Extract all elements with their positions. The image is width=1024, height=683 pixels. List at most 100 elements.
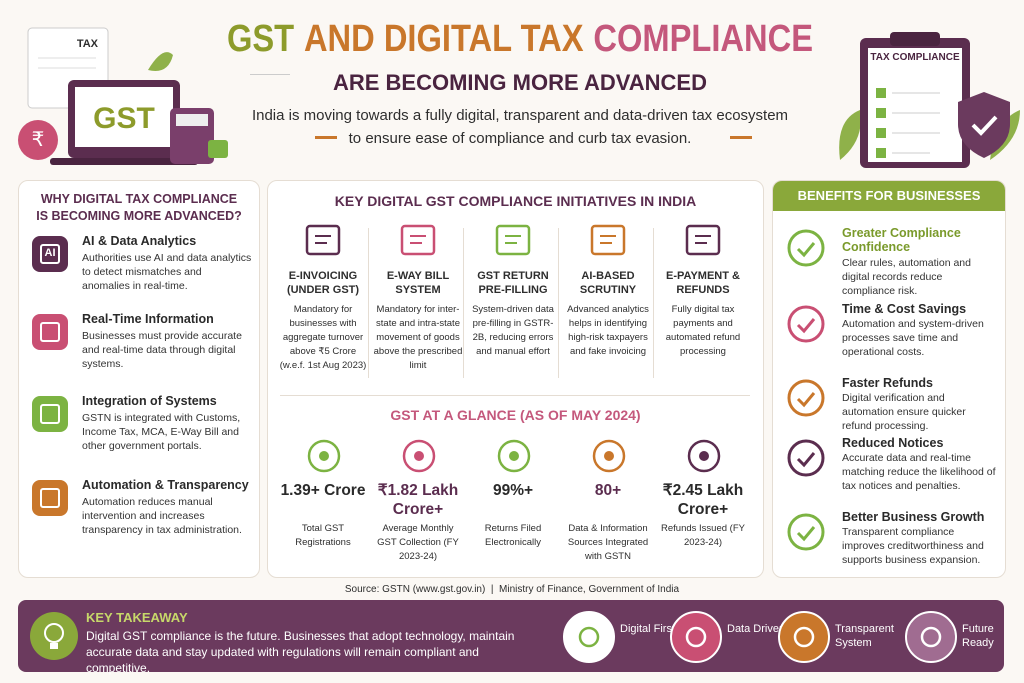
initiative-text: Mandatory for businesses with aggregate … — [279, 304, 367, 371]
stat-value: 99%+ — [492, 482, 534, 499]
initiative-title: AI-BASED SCRUTINY — [579, 270, 637, 296]
takeaway-bar: KEY TAKEAWAY Digital GST compliance is t… — [18, 600, 1004, 675]
benefit-title: Greater Compliance Confidence — [842, 226, 961, 254]
initiative-icon — [588, 222, 628, 262]
stat-value: 1.39+ Crore — [280, 482, 366, 499]
initiative-icon-graphic — [400, 224, 436, 256]
badge-icon-graphic — [778, 611, 830, 663]
item-text: Businesses must provide accurate and rea… — [82, 330, 242, 370]
initiative-title: E-INVOICING (UNDER GST) — [286, 270, 360, 296]
initiative-icon-graphic — [495, 224, 531, 256]
stat-label: Data & Information Sources Integrated wi… — [567, 523, 649, 562]
initiative-text: Advanced analytics helps in identifying … — [567, 304, 649, 357]
rupee-icon: ₹ — [31, 129, 45, 151]
item-text: Authorities use AI and data analytics to… — [82, 252, 252, 292]
stat-icon — [306, 438, 342, 474]
divider — [280, 395, 750, 396]
clipboard-label: TAX COMPLIANCE — [870, 52, 960, 63]
initiative-icon — [493, 222, 533, 262]
stat-icon-graphic — [497, 439, 531, 473]
stat-icon — [591, 438, 627, 474]
badge-icon — [669, 610, 723, 664]
stat-icon — [686, 438, 722, 474]
stat-icon-graphic — [402, 439, 436, 473]
benefit-text: Automation and system-driven processes s… — [842, 318, 984, 358]
source: Source: GSTN (www.gst.gov.in) | Ministry… — [344, 584, 680, 595]
item-title: Real-Time Information — [82, 312, 214, 326]
stat-value: ₹2.45 Lakh Crore+ — [662, 482, 744, 518]
panel-title: WHY DIGITAL TAX COMPLIANCE IS BECOMING M… — [36, 192, 242, 223]
initiative-title: E-WAY BILL SYSTEM — [386, 270, 450, 296]
badge-icon — [904, 610, 958, 664]
badge-icon — [777, 610, 831, 664]
header-illustration-left — [18, 27, 228, 165]
initiative-title: GST RETURN PRE-FILLING — [477, 270, 549, 296]
stat-icon-graphic — [687, 439, 721, 473]
column-divider — [653, 228, 654, 378]
item-icon — [30, 234, 70, 274]
rule — [250, 74, 290, 75]
initiative-text: System-driven data pre-filling in GSTR-2… — [472, 304, 554, 357]
stat-icon — [496, 438, 532, 474]
item-icon — [30, 478, 70, 518]
benefit-title: Time & Cost Savings — [842, 302, 967, 316]
initiative-icon-graphic — [685, 224, 721, 256]
column-divider — [463, 228, 464, 378]
item-icon-graphic — [32, 480, 68, 516]
item-icon — [30, 394, 70, 434]
stat-icon-graphic — [592, 439, 626, 473]
middle-panel: KEY DIGITAL GST COMPLIANCE INITIATIVES I… — [267, 180, 764, 578]
badge-icon-graphic — [905, 611, 957, 663]
benefit-icon-graphic — [787, 439, 825, 477]
item-icon — [30, 312, 70, 352]
title-part: COMPLIANCE — [593, 18, 814, 60]
item-text: GSTN is integrated with Customs, Income … — [82, 412, 241, 452]
benefit-icon-graphic — [787, 229, 825, 267]
title: GST AND DIGITAL TAX COMPLIANCE — [210, 18, 829, 61]
panel-title: KEY DIGITAL GST COMPLIANCE INITIATIVES I… — [334, 193, 697, 209]
benefit-text: Accurate data and real-time matching red… — [842, 452, 996, 492]
benefit-icon-graphic — [787, 305, 825, 343]
benefit-text: Clear rules, automation and digital reco… — [842, 257, 971, 297]
initiative-icon-graphic — [305, 224, 341, 256]
stat-value: ₹1.82 Lakh Crore+ — [377, 482, 459, 518]
benefit-icon — [786, 378, 826, 418]
accent — [730, 136, 752, 139]
benefit-icon — [786, 304, 826, 344]
takeaway-title: KEY TAKEAWAY — [86, 610, 188, 625]
badge-label: Data Driven — [727, 623, 786, 635]
initiative-icon — [303, 222, 343, 262]
item-title: AI & Data Analytics — [82, 234, 197, 248]
stat-icon — [401, 438, 437, 474]
doc-label: TAX — [76, 38, 98, 50]
item-text: Automation reduces manual intervention a… — [82, 496, 242, 536]
benefit-icon — [786, 512, 826, 552]
column-divider — [368, 228, 369, 378]
badge-label: Future Ready — [962, 623, 994, 649]
benefit-icon-graphic — [787, 513, 825, 551]
accent — [315, 136, 337, 139]
panel-title: BENEFITS FOR BUSINESSES — [773, 181, 1005, 211]
screen-label: GST — [93, 102, 155, 135]
item-icon-graphic — [32, 236, 68, 272]
takeaway-text: Digital GST compliance is the future. Bu… — [86, 629, 515, 675]
benefit-text: Transparent compliance improves creditwo… — [842, 526, 984, 566]
right-panel: BENEFITS FOR BUSINESSES — [772, 180, 1006, 578]
stat-label: Average Monthly GST Collection (FY 2023-… — [377, 523, 459, 562]
title-part: GST — [226, 18, 295, 60]
badge-label: Digital First — [620, 623, 676, 635]
description: India is moving towards a fully digital,… — [220, 104, 820, 150]
stat-icon-graphic — [307, 439, 341, 473]
item-icon-graphic — [32, 396, 68, 432]
benefit-icon — [786, 438, 826, 478]
badge-icon-graphic — [563, 611, 615, 663]
stat-label: Total GST Registrations — [295, 523, 351, 548]
stat-value: 80+ — [594, 482, 622, 499]
title-part: AND DIGITAL TAX — [303, 18, 584, 60]
column-divider — [558, 228, 559, 378]
badge-icon — [562, 610, 616, 664]
item-icon-graphic — [32, 314, 68, 350]
benefit-title: Better Business Growth — [842, 510, 985, 524]
description-line: to ensure ease of compliance and curb ta… — [348, 130, 692, 147]
